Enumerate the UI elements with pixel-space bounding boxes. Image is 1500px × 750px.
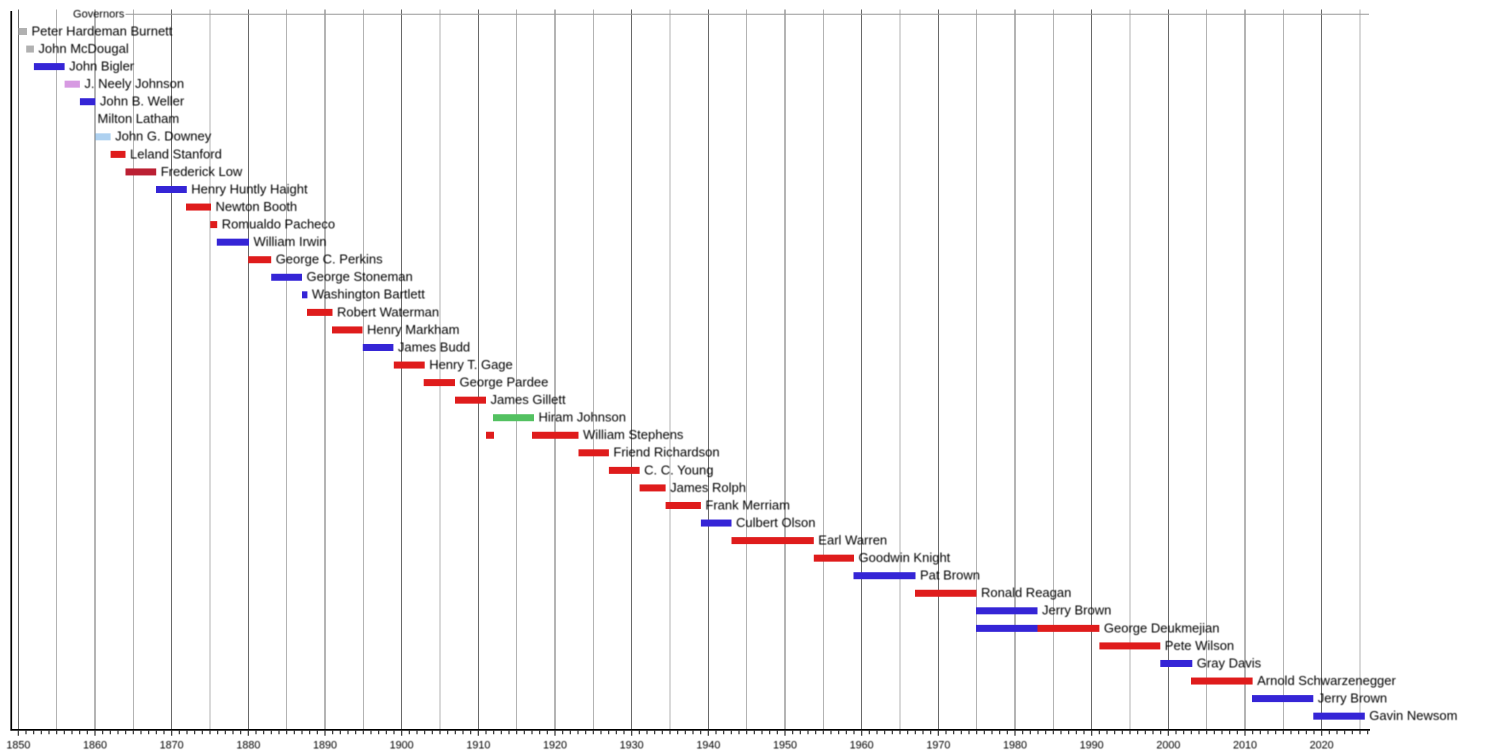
svg-text:1920: 1920 bbox=[543, 739, 567, 750]
svg-text:Romualdo Pacheco: Romualdo Pacheco bbox=[222, 217, 335, 232]
svg-text:1960: 1960 bbox=[850, 739, 874, 750]
svg-text:Henry Huntly Haight: Henry Huntly Haight bbox=[191, 181, 308, 196]
svg-text:James Gillett: James Gillett bbox=[491, 392, 567, 407]
svg-text:Frank Merriam: Frank Merriam bbox=[705, 497, 790, 512]
svg-text:1890: 1890 bbox=[313, 739, 337, 750]
svg-text:1930: 1930 bbox=[620, 739, 644, 750]
svg-text:1980: 1980 bbox=[1003, 739, 1027, 750]
svg-text:George Deukmejian: George Deukmejian bbox=[1104, 620, 1220, 635]
svg-text:C. C. Young: C. C. Young bbox=[644, 462, 713, 477]
svg-text:2010: 2010 bbox=[1233, 739, 1257, 750]
svg-text:Hiram Johnson: Hiram Johnson bbox=[539, 410, 626, 425]
svg-text:Ronald Reagan: Ronald Reagan bbox=[981, 585, 1071, 600]
svg-text:William Stephens: William Stephens bbox=[583, 427, 684, 442]
svg-text:George Pardee: George Pardee bbox=[460, 375, 549, 390]
svg-text:Pat Brown: Pat Brown bbox=[920, 568, 980, 583]
svg-text:Washington Bartlett: Washington Bartlett bbox=[312, 287, 425, 302]
svg-text:1850: 1850 bbox=[6, 739, 30, 750]
svg-text:Leland Stanford: Leland Stanford bbox=[130, 146, 222, 161]
svg-text:1950: 1950 bbox=[773, 739, 797, 750]
svg-text:Peter Hardeman Burnett: Peter Hardeman Burnett bbox=[32, 23, 173, 38]
svg-text:Friend Richardson: Friend Richardson bbox=[613, 445, 719, 460]
svg-text:John G. Downey: John G. Downey bbox=[115, 129, 212, 144]
svg-text:William Irwin: William Irwin bbox=[254, 234, 327, 249]
svg-text:Frederick Low: Frederick Low bbox=[161, 164, 243, 179]
svg-text:J. Neely Johnson: J. Neely Johnson bbox=[84, 76, 184, 91]
svg-text:James Rolph: James Rolph bbox=[670, 480, 746, 495]
svg-text:1970: 1970 bbox=[926, 739, 950, 750]
svg-text:Newton Booth: Newton Booth bbox=[216, 199, 298, 214]
svg-text:James Budd: James Budd bbox=[398, 339, 470, 354]
svg-text:Culbert Olson: Culbert Olson bbox=[736, 515, 815, 530]
svg-text:1940: 1940 bbox=[696, 739, 720, 750]
svg-text:Pete Wilson: Pete Wilson bbox=[1165, 638, 1234, 653]
svg-text:Earl Warren: Earl Warren bbox=[818, 533, 887, 548]
svg-text:John McDougal: John McDougal bbox=[38, 41, 128, 56]
svg-text:1860: 1860 bbox=[83, 739, 107, 750]
svg-text:John Bigler: John Bigler bbox=[69, 59, 135, 74]
svg-text:Jerry Brown: Jerry Brown bbox=[1318, 690, 1387, 705]
svg-text:1880: 1880 bbox=[236, 739, 260, 750]
svg-text:Jerry Brown: Jerry Brown bbox=[1042, 603, 1111, 618]
svg-text:Henry T. Gage: Henry T. Gage bbox=[429, 357, 513, 372]
svg-text:1900: 1900 bbox=[390, 739, 414, 750]
svg-text:Governors: Governors bbox=[73, 9, 125, 21]
svg-text:George Stoneman: George Stoneman bbox=[307, 269, 413, 284]
svg-text:1910: 1910 bbox=[466, 739, 490, 750]
svg-text:Henry Markham: Henry Markham bbox=[367, 322, 459, 337]
svg-text:Milton Latham: Milton Latham bbox=[98, 111, 180, 126]
svg-text:Goodwin Knight: Goodwin Knight bbox=[859, 550, 951, 565]
svg-text:Gavin Newsom: Gavin Newsom bbox=[1369, 708, 1457, 723]
svg-text:1870: 1870 bbox=[160, 739, 184, 750]
svg-text:George C. Perkins: George C. Perkins bbox=[276, 252, 383, 267]
svg-text:2000: 2000 bbox=[1156, 739, 1180, 750]
svg-text:Robert Waterman: Robert Waterman bbox=[337, 304, 439, 319]
svg-text:Arnold Schwarzenegger: Arnold Schwarzenegger bbox=[1257, 673, 1396, 688]
svg-text:1990: 1990 bbox=[1080, 739, 1104, 750]
svg-text:John B. Weller: John B. Weller bbox=[100, 94, 185, 109]
svg-text:Gray Davis: Gray Davis bbox=[1197, 655, 1262, 670]
svg-text:2020: 2020 bbox=[1310, 739, 1334, 750]
